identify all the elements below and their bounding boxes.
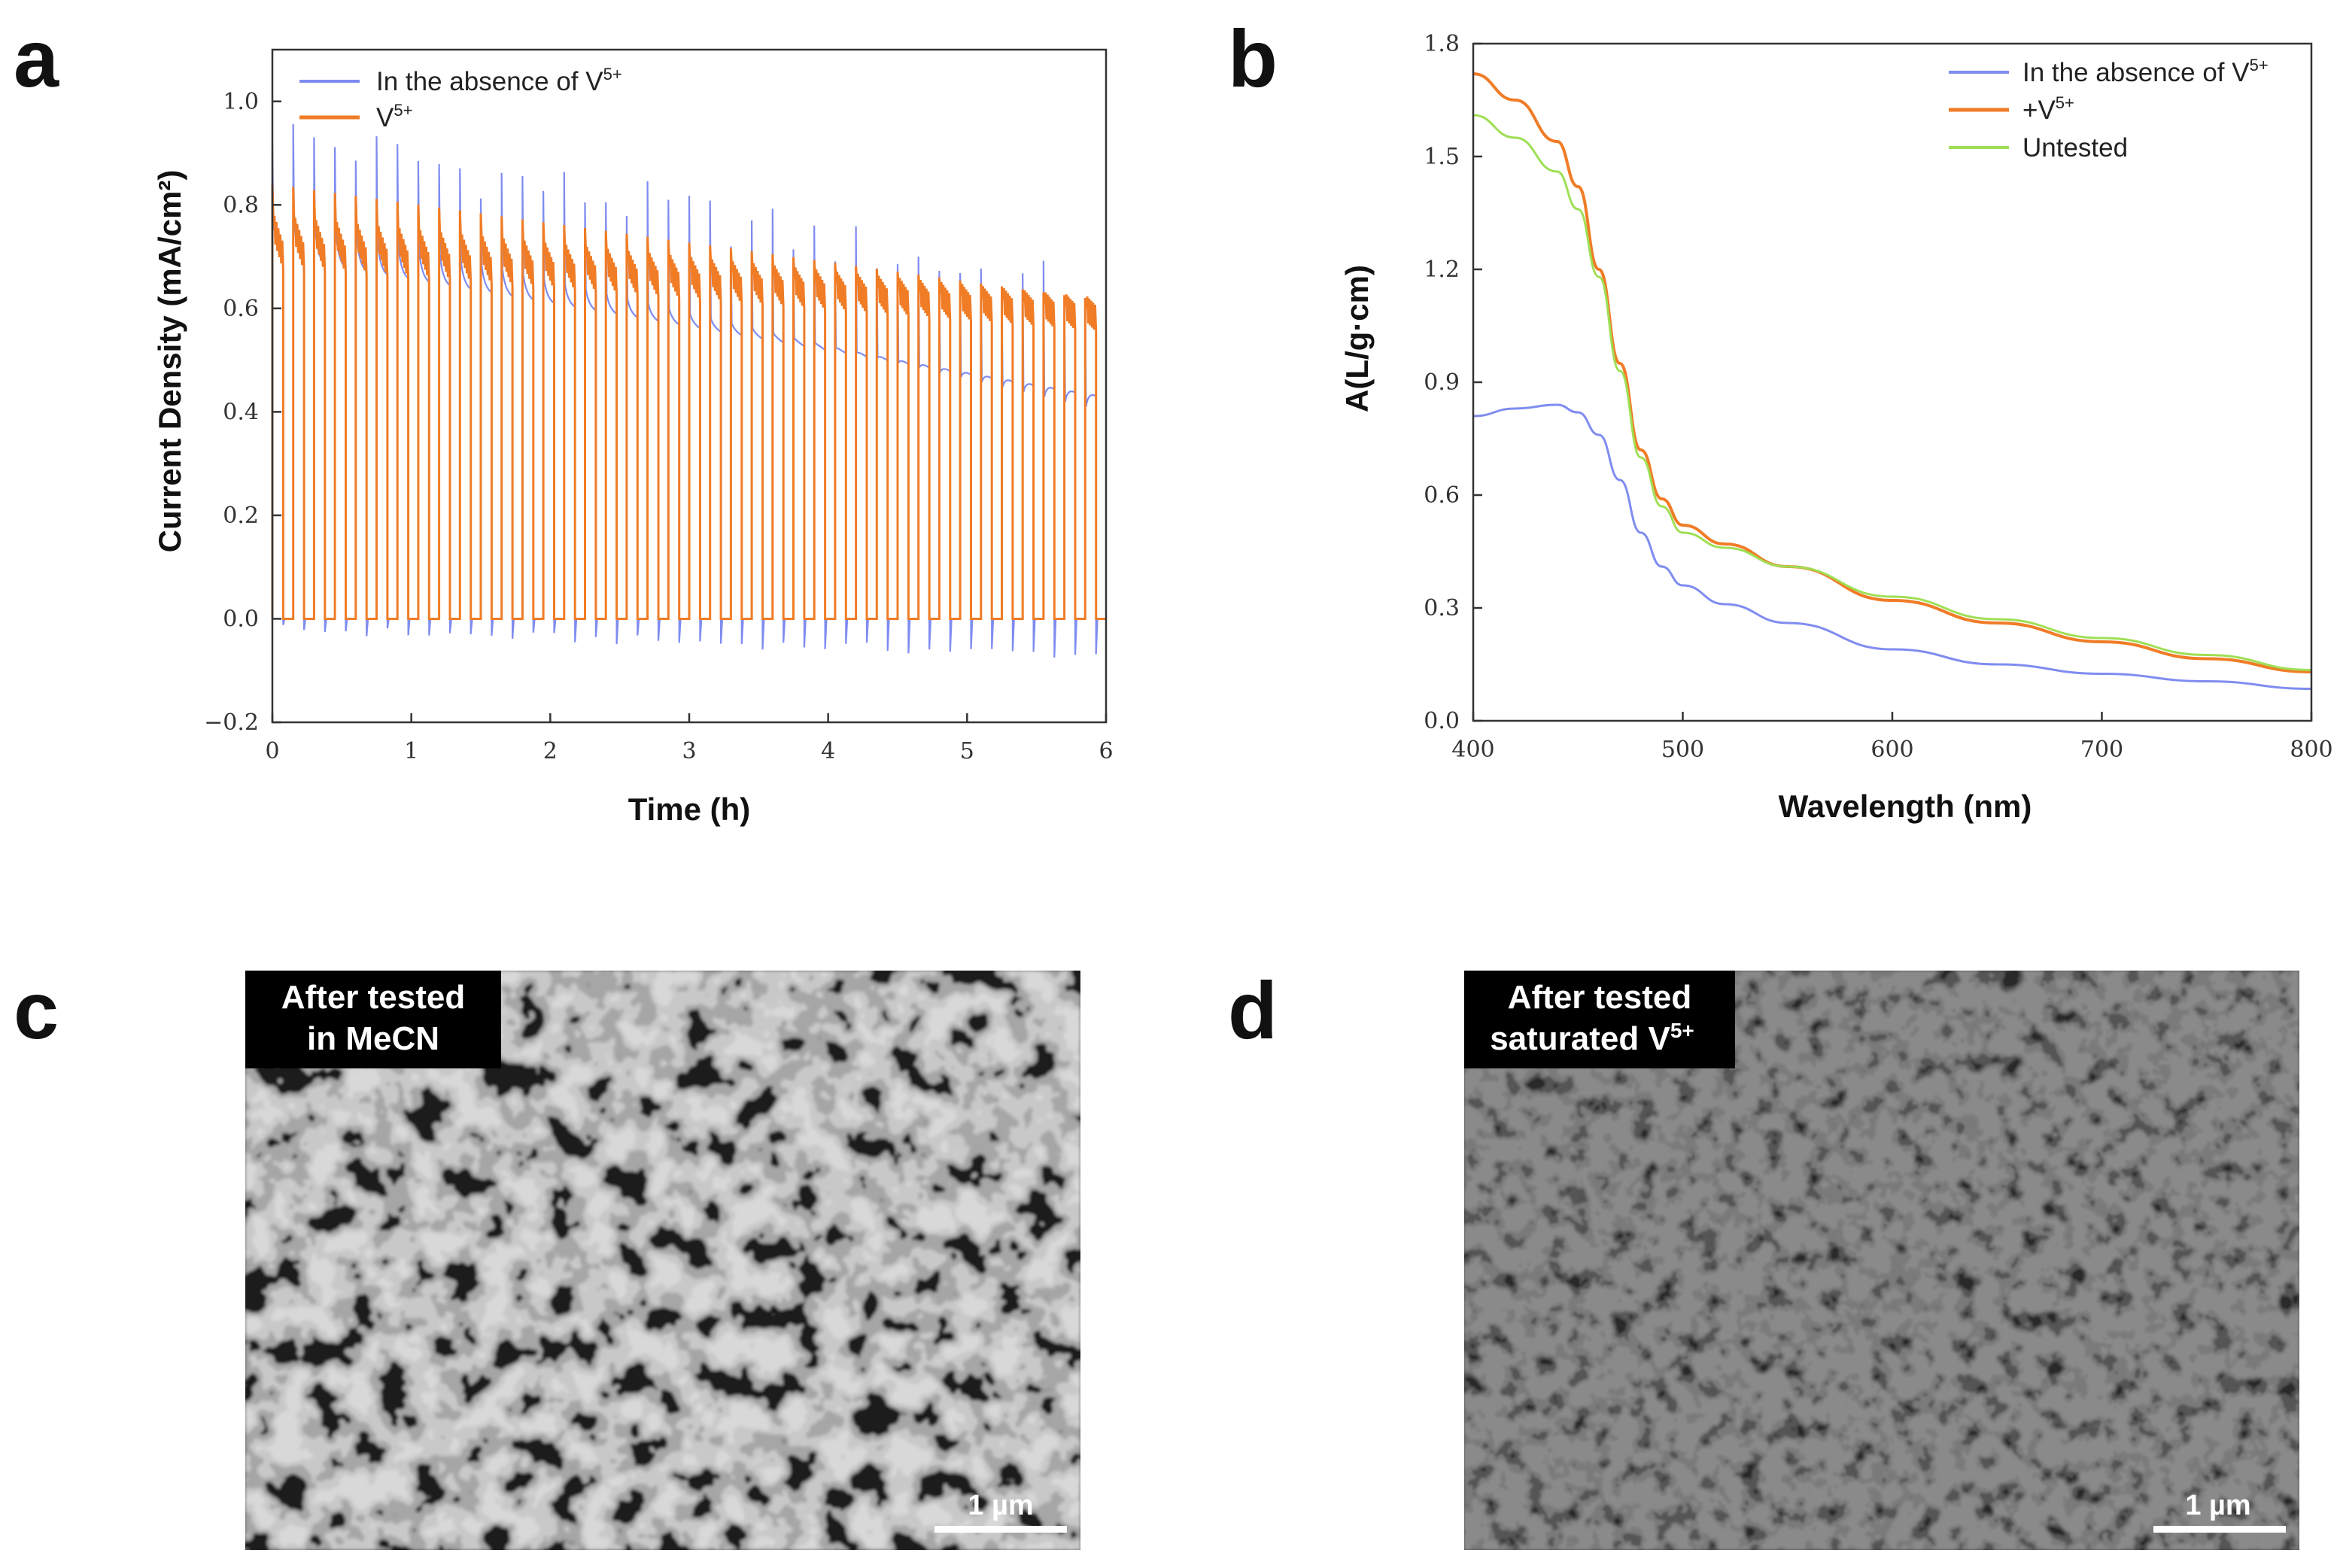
- sem-c-scale-bar: [934, 1526, 1067, 1533]
- chart-a-ytick-label: 0.0: [223, 606, 259, 632]
- chart-b-xtick-label: 400: [1451, 737, 1494, 763]
- chart-a-xlabel: Time (h): [628, 792, 751, 827]
- chart-a-xtick-label: 2: [543, 738, 558, 764]
- chart-b-series-absence: [1472, 403, 2312, 690]
- chart-b-legend-v5: +V5+: [2022, 93, 2074, 125]
- panel-letter-b: b: [1228, 13, 1278, 104]
- panel-letter-d: d: [1228, 965, 1278, 1056]
- chart-a-xtick-label: 0: [265, 738, 279, 764]
- chart-b-legend-untested: Untested: [2022, 133, 2128, 163]
- chart-a-y-ticks: −0.2 0.0 0.2 0.4 0.6 0.8 1.0: [204, 89, 281, 736]
- panel-letter-a: a: [14, 13, 59, 104]
- panel-c: c After tested in MeCN 1 µm: [14, 965, 1080, 1550]
- chart-a-ytick-label: −0.2: [204, 710, 259, 736]
- chart-b-frame: [1472, 42, 2313, 722]
- chart-a-xtick-label: 5: [960, 738, 974, 764]
- sem-d-label-line1: After tested: [1508, 979, 1692, 1016]
- sem-c-label-box: [245, 971, 501, 1068]
- chart-b-xtick-label: 500: [1661, 737, 1704, 763]
- panel-letter-c: c: [14, 965, 59, 1056]
- chart-b-ytick-label: 1.8: [1424, 31, 1460, 57]
- chart-a-ytick-label: 0.2: [223, 503, 259, 529]
- sem-d-scale-bar: [2153, 1526, 2286, 1533]
- chart-a-legend-v5-text: V: [376, 103, 394, 132]
- chart-a-xtick-label: 6: [1099, 738, 1113, 764]
- chart-a-ytick-label: 1.0: [223, 89, 259, 115]
- chart-b-legend: In the absence of V5+ +V5+ Untested: [1949, 56, 2269, 163]
- panel-a: a 0 1 2 3 4 5 6 −0.2 0.0 0.2 0.4 0.6 0.8 1.0 Time (h…: [14, 13, 1114, 827]
- panel-b: b 400 500 600 700 800 0.00.30.60.91.21.51.8 …: [1228, 13, 2333, 824]
- chart-a-legend-v5-sup: 5+: [394, 101, 412, 120]
- chart-b-xtick-label: 800: [2290, 737, 2332, 763]
- chart-b-series-v5: [1472, 72, 2312, 673]
- chart-b-ytick-label: 0.6: [1424, 482, 1460, 509]
- chart-a-legend-absence-text: In the absence of V: [376, 67, 603, 96]
- chart-b-ylabel: A(L/g·cm): [1339, 265, 1375, 412]
- sem-d-label-line2: saturated V5+: [1490, 1019, 1694, 1057]
- sem-d-label-box: [1464, 971, 1735, 1068]
- chart-a-xtick-label: 3: [682, 738, 696, 764]
- chart-b-x-ticks: 400 500 600 700 800: [1451, 712, 2333, 763]
- chart-b-plot-area: [1472, 72, 2312, 690]
- sem-c-label-line2: in MeCN: [307, 1020, 439, 1057]
- chart-b-ytick-label: 0.3: [1424, 595, 1460, 621]
- chart-a-legend-absence: In the absence of V5+: [376, 65, 622, 96]
- chart-b-legend-absence-sup: 5+: [2250, 56, 2269, 74]
- chart-b-legend-v5-sup: 5+: [2056, 93, 2074, 112]
- chart-b-legend-v5-text: +V: [2022, 96, 2056, 125]
- chart-b-series-untested: [1472, 114, 2312, 671]
- sem-c-label-line1: After tested: [281, 979, 466, 1016]
- chart-a-ylabel: Current Density (mA/cm²): [152, 170, 187, 553]
- chart-b-xtick-label: 700: [2080, 737, 2123, 763]
- sem-c-scale-label: 1 µm: [968, 1490, 1033, 1521]
- sem-d-label-sup: 5+: [1670, 1019, 1694, 1042]
- sem-d-label-line2-text: saturated V: [1490, 1020, 1670, 1057]
- chart-a-x-ticks: 0 1 2 3 4 5 6: [265, 713, 1114, 764]
- chart-a-ytick-label: 0.6: [223, 296, 259, 322]
- chart-a-ytick-label: 0.8: [223, 192, 259, 218]
- chart-a-series-v5: [271, 184, 1106, 620]
- sem-d-scale-label: 1 µm: [2185, 1490, 2250, 1521]
- chart-a-xtick-label: 4: [821, 738, 835, 764]
- chart-a-legend: In the absence of V5+ V5+: [299, 65, 622, 132]
- chart-b-ytick-label: 1.2: [1424, 257, 1460, 283]
- chart-a-legend-absence-sup: 5+: [603, 65, 622, 84]
- chart-b-ytick-label: 0.0: [1424, 708, 1460, 734]
- chart-b-ytick-label: 0.9: [1424, 369, 1460, 396]
- chart-a-plot-area: [271, 123, 1106, 658]
- panel-d: d After tested saturated V5+ 1 µm: [1228, 965, 2299, 1550]
- chart-b-xlabel: Wavelength (nm): [1779, 789, 2032, 824]
- chart-b-ytick-label: 1.5: [1424, 144, 1460, 170]
- chart-b-xtick-label: 600: [1870, 737, 1913, 763]
- chart-a-ytick-label: 0.4: [223, 399, 259, 425]
- chart-b-legend-absence-text: In the absence of V: [2022, 58, 2250, 87]
- chart-a-xtick-label: 1: [404, 738, 418, 764]
- chart-a-legend-v5: V5+: [376, 101, 412, 132]
- chart-b-y-ticks: 0.0 0.3 0.6 0.9 1.2 1.5 1.8: [1424, 31, 1482, 734]
- chart-b-legend-absence: In the absence of V5+: [2022, 56, 2269, 87]
